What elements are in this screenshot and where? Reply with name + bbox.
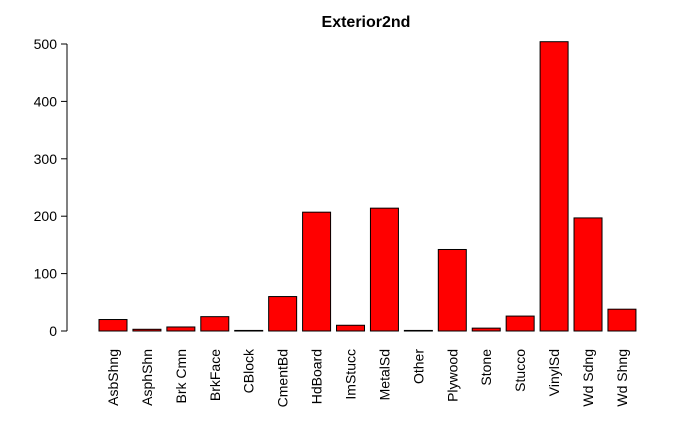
x-tick-label: VinylSd <box>546 349 562 396</box>
bars-group <box>98 41 637 332</box>
bar <box>607 308 637 332</box>
x-tick-label: Brk Cmn <box>173 349 189 403</box>
y-tick-label: 400 <box>34 93 58 109</box>
bar <box>437 248 467 332</box>
bar <box>200 316 230 332</box>
bar <box>98 319 128 332</box>
bar <box>268 296 298 332</box>
chart-title: Exterior2nd <box>322 14 411 31</box>
x-tick-label: MetalSd <box>376 349 392 400</box>
x-tick-labels: AsbShng AsphShn Brk Cmn BrkFace CBlock CmentB… <box>105 348 630 407</box>
bar <box>403 329 433 332</box>
x-tick-label: CBlock <box>241 348 257 393</box>
y-tick-label: 200 <box>34 208 58 224</box>
bar <box>369 207 399 332</box>
bar <box>302 211 332 332</box>
x-tick-label: BrkFace <box>207 349 223 401</box>
x-tick-label: Wd Sdng <box>580 349 596 407</box>
x-tick-label: Wd Shng <box>614 349 630 407</box>
x-tick-label: CmentBd <box>275 349 291 407</box>
bar <box>539 41 569 332</box>
x-tick-label: AsbShng <box>105 349 121 406</box>
x-tick-label: ImStucc <box>343 349 359 400</box>
bar <box>166 326 196 332</box>
y-tick-label: 300 <box>34 151 58 167</box>
bar <box>132 328 162 332</box>
bar <box>573 217 603 332</box>
x-tick-label: Plywood <box>444 349 460 402</box>
y-axis: 0 100 200 300 400 500 <box>34 36 68 339</box>
x-tick-label: AsphShn <box>139 349 155 406</box>
y-tick-label: 100 <box>34 266 58 282</box>
bar <box>505 315 535 332</box>
bar <box>336 324 366 332</box>
x-tick-label: Stone <box>478 349 494 386</box>
y-tick-label: 500 <box>34 36 58 52</box>
x-tick-label: Stucco <box>512 349 528 392</box>
x-tick-label: Other <box>410 349 426 384</box>
y-tick-label: 0 <box>49 323 57 339</box>
bar <box>234 329 264 332</box>
bar <box>471 327 501 332</box>
x-tick-label: HdBoard <box>309 349 325 404</box>
